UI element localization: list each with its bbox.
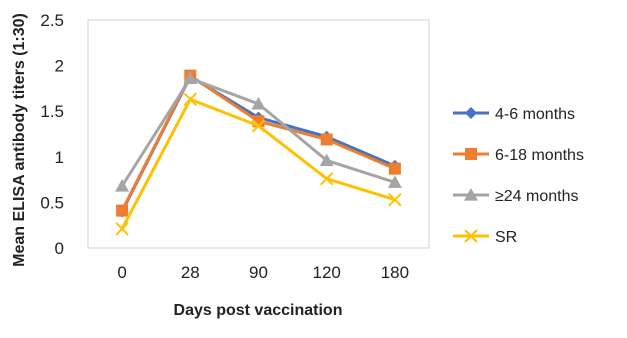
legend-item: 6-18 months — [453, 147, 584, 164]
x-tick-label: 28 — [181, 263, 200, 282]
y-tick-label: 0.5 — [40, 193, 64, 212]
data-point — [183, 92, 198, 107]
data-point — [388, 162, 401, 175]
data-point — [319, 153, 334, 167]
y-tick-label: 0 — [55, 239, 64, 258]
legend-marker — [465, 148, 477, 160]
plot-area — [87, 19, 430, 249]
x-axis-ticks: 0 28 90 120 180 — [117, 263, 409, 282]
legend-label: ≥24 months — [495, 188, 579, 205]
data-point — [320, 133, 333, 146]
legend-label: 4-6 months — [495, 106, 575, 123]
data-point — [115, 222, 129, 236]
y-axis-ticks: 0 0.5 1 1.5 2 2.5 — [40, 11, 64, 258]
y-tick-label: 1.5 — [40, 102, 64, 121]
legend-item: SR — [453, 229, 517, 246]
x-tick-label: 120 — [313, 263, 341, 282]
data-point — [388, 192, 402, 207]
legend-marker — [464, 188, 478, 201]
series-layer — [115, 69, 402, 236]
data-point — [387, 175, 402, 188]
series-1 — [116, 70, 401, 218]
legend-label: SR — [495, 229, 517, 246]
y-axis-title: Mean ELISA antibody titers (1:30) — [11, 13, 28, 267]
data-point — [116, 204, 129, 217]
series-line — [120, 75, 396, 213]
legend-label: 6-18 months — [495, 147, 584, 164]
series-2 — [116, 69, 401, 217]
legend-item: 4-6 months — [453, 106, 575, 123]
series-4 — [115, 92, 402, 236]
legend-item: ≥24 months — [453, 188, 579, 205]
data-point — [251, 119, 266, 133]
series-3 — [115, 71, 402, 192]
x-tick-label: 180 — [381, 263, 409, 282]
series-line — [120, 74, 396, 212]
y-tick-label: 1 — [55, 148, 64, 167]
y-tick-label: 2.5 — [40, 11, 64, 30]
legend-marker — [464, 229, 478, 243]
y-tick-label: 2 — [55, 57, 64, 76]
data-point — [251, 96, 266, 110]
data-point — [183, 71, 198, 84]
x-tick-label: 0 — [117, 263, 126, 282]
x-axis-title: Days post vaccination — [174, 302, 343, 319]
data-point — [115, 178, 130, 192]
legend-marker — [465, 107, 477, 119]
data-point — [319, 171, 334, 186]
legend: 4-6 months 6-18 months ≥24 months SR — [453, 106, 584, 246]
x-tick-label: 90 — [249, 263, 268, 282]
